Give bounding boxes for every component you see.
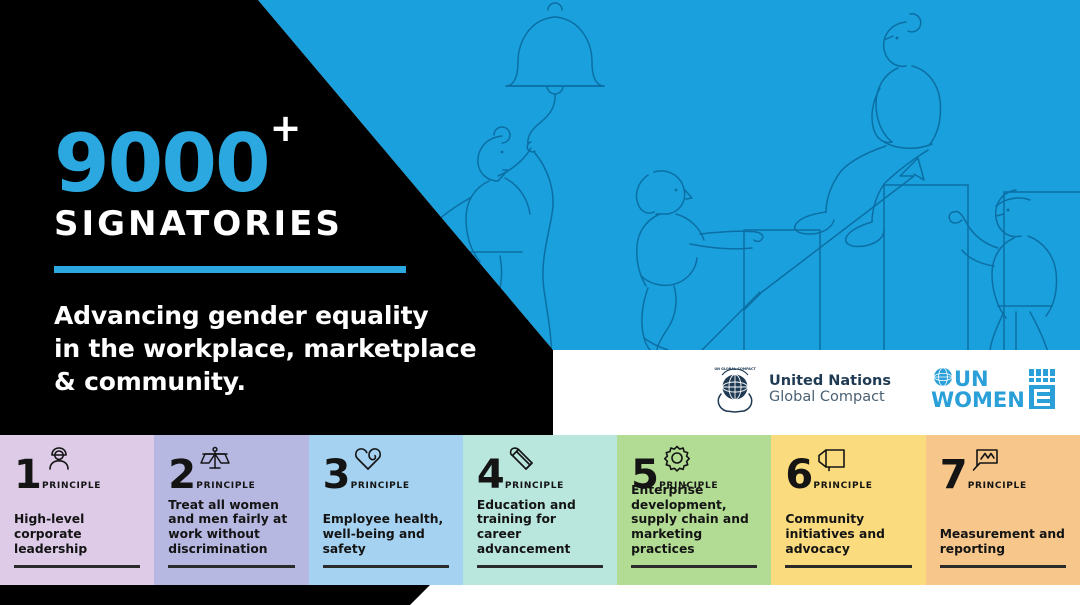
principle-label: PRINCIPLE <box>350 481 410 491</box>
principle-number: 4 <box>476 451 505 498</box>
woman-sitting-on-bar <box>794 13 942 248</box>
logo-row: UN GLOBAL COMPACT United Nations Global … <box>710 358 1070 420</box>
card-underline <box>631 565 758 568</box>
principles-strip: 1 PRINCIPLE High-level corporate leaders… <box>0 435 1080 585</box>
svg-text:UN: UN <box>954 367 989 391</box>
principle-text: Measurement and reporting <box>939 527 1065 557</box>
principle-card-7[interactable]: 7 PRINCIPLE Measurement and reporting <box>925 435 1080 585</box>
card-underline <box>322 565 449 568</box>
card-header: 4 <box>476 446 603 498</box>
signatory-count: 9000+ <box>54 109 301 203</box>
principle-label: PRINCIPLE <box>504 481 564 491</box>
card-underline <box>785 565 912 568</box>
principle-number: 3 <box>322 451 351 498</box>
card-underline <box>476 565 604 568</box>
principle-label: PRINCIPLE <box>659 481 719 491</box>
principle-label: PRINCIPLE <box>196 481 256 491</box>
ungc-line-1: United Nations <box>769 372 891 389</box>
tagline-line-3: & community. <box>54 367 246 396</box>
hero-section: 9000+ SIGNATORIES Advancing gender equal… <box>0 0 1080 435</box>
hero-text-block: 9000+ SIGNATORIES Advancing gender equal… <box>54 109 484 398</box>
chart-report-icon <box>972 446 1000 477</box>
un-global-compact-logo: UN GLOBAL COMPACT United Nations Global … <box>710 364 891 414</box>
un-global-compact-emblem-icon: UN GLOBAL COMPACT <box>714 367 756 413</box>
svg-text:WOMEN: WOMEN <box>931 388 1025 412</box>
card-underline <box>14 565 141 568</box>
man-pushing-bar <box>948 189 1058 350</box>
card-underline <box>939 565 1066 568</box>
rising-arrow <box>699 157 925 350</box>
card-header: 1 <box>14 446 140 498</box>
signatories-label: SIGNATORIES <box>54 204 343 244</box>
card-header: 7 <box>939 446 1066 498</box>
count-plus: + <box>269 106 302 151</box>
card-underline <box>168 565 295 568</box>
principle-label: PRINCIPLE <box>42 481 102 491</box>
card-header: 5 <box>631 444 757 498</box>
hero-tagline: Advancing gender equality in the workpla… <box>54 299 484 398</box>
principle-number: 2 <box>168 451 196 498</box>
principle-number: 6 <box>785 451 813 498</box>
count-value: 9000 <box>54 117 271 210</box>
card-header: 3 <box>322 446 449 498</box>
pencil-icon <box>509 446 535 477</box>
accent-rule <box>54 266 406 273</box>
gear-icon <box>663 444 691 477</box>
bottom-black-wedge <box>0 585 430 605</box>
megaphone-icon <box>817 446 847 477</box>
woman-pushing-bar <box>635 170 764 350</box>
bottom-wedge <box>0 585 1080 605</box>
principle-number: 1 <box>14 451 42 498</box>
principle-text: Education and training for career advanc… <box>476 497 576 557</box>
principle-text: High-level corporate leadership <box>14 512 88 557</box>
principle-card-5[interactable]: 5 PRINCIPLE Enterprise development, supp… <box>617 435 772 585</box>
heart-icon <box>354 446 382 477</box>
person-icon <box>46 446 72 477</box>
principle-card-3[interactable]: 3 PRINCIPLE Employee health, well-being … <box>308 435 463 585</box>
un-women-wordmark-icon: UN WOMEN <box>931 367 1055 412</box>
principle-text: Treat all women and men fairly at work w… <box>168 497 288 557</box>
card-header: 6 <box>785 446 911 498</box>
scales-icon <box>200 446 230 477</box>
principle-number: 7 <box>939 451 968 498</box>
svg-text:UN GLOBAL COMPACT: UN GLOBAL COMPACT <box>714 367 756 371</box>
principle-card-2[interactable]: 2 PRINCIPLE Treat all women and men fair… <box>154 435 309 585</box>
principle-label: PRINCIPLE <box>813 481 873 491</box>
tagline-line-1: Advancing gender equality <box>54 301 429 330</box>
principle-card-1[interactable]: 1 PRINCIPLE High-level corporate leaders… <box>0 435 155 585</box>
principle-text: Community initiatives and advocacy <box>785 512 885 557</box>
principle-text: Employee health, well-being and safety <box>322 512 444 557</box>
principle-card-4[interactable]: 4 PRINCIPLE Education and training for c… <box>462 435 618 585</box>
tagline-line-2: in the workplace, marketplace <box>54 334 477 363</box>
ungc-line-2: Global Compact <box>769 389 885 405</box>
bar-chart <box>743 184 1080 350</box>
principle-card-6[interactable]: 6 PRINCIPLE Community initiatives and ad… <box>771 435 926 585</box>
un-global-compact-wordmark: United Nations Global Compact <box>769 373 891 405</box>
card-header: 2 <box>168 446 294 498</box>
principle-label: PRINCIPLE <box>967 481 1027 491</box>
bell-icon <box>505 2 605 95</box>
principle-text: Enterprise development, supply chain and… <box>631 482 749 557</box>
principle-number: 5 <box>631 451 659 498</box>
un-women-logo: UN WOMEN <box>931 366 1063 412</box>
